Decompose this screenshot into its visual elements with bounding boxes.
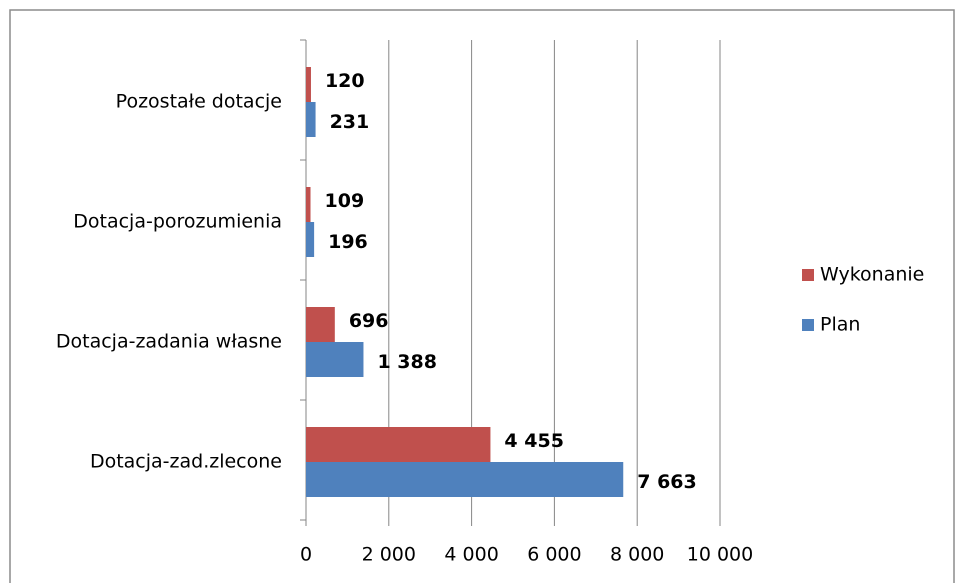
bar (306, 342, 364, 377)
value-label: 196 (328, 231, 368, 253)
value-label: 231 (330, 111, 370, 133)
bar (306, 222, 315, 257)
bar (306, 462, 624, 497)
legend-label: Plan (820, 314, 860, 336)
bar (306, 427, 491, 462)
bar (306, 307, 335, 342)
x-tick-label: 2 000 (362, 544, 416, 566)
x-tick-label: 0 (300, 544, 312, 566)
value-label: 4 455 (504, 430, 564, 452)
y-tick-label: Dotacja-zad.zlecone (90, 451, 282, 473)
x-tick-label: 10 000 (687, 544, 753, 566)
value-label: 696 (349, 310, 389, 332)
value-label: 7 663 (637, 471, 697, 493)
legend-swatch (802, 319, 814, 331)
y-tick-label: Pozostałe dotacje (116, 91, 282, 113)
x-tick-label: 8 000 (610, 544, 664, 566)
value-label: 109 (325, 190, 365, 212)
value-label: 1 388 (377, 351, 437, 373)
legend-swatch (802, 269, 814, 281)
bar (306, 187, 311, 222)
legend-label: Wykonanie (820, 264, 924, 286)
value-label: 120 (325, 70, 365, 92)
bar (306, 102, 316, 137)
bar (306, 67, 311, 102)
x-tick-label: 4 000 (444, 544, 498, 566)
x-tick-label: 6 000 (527, 544, 581, 566)
y-tick-label: Dotacja-porozumienia (73, 211, 282, 233)
y-tick-label: Dotacja-zadania własne (56, 331, 282, 353)
